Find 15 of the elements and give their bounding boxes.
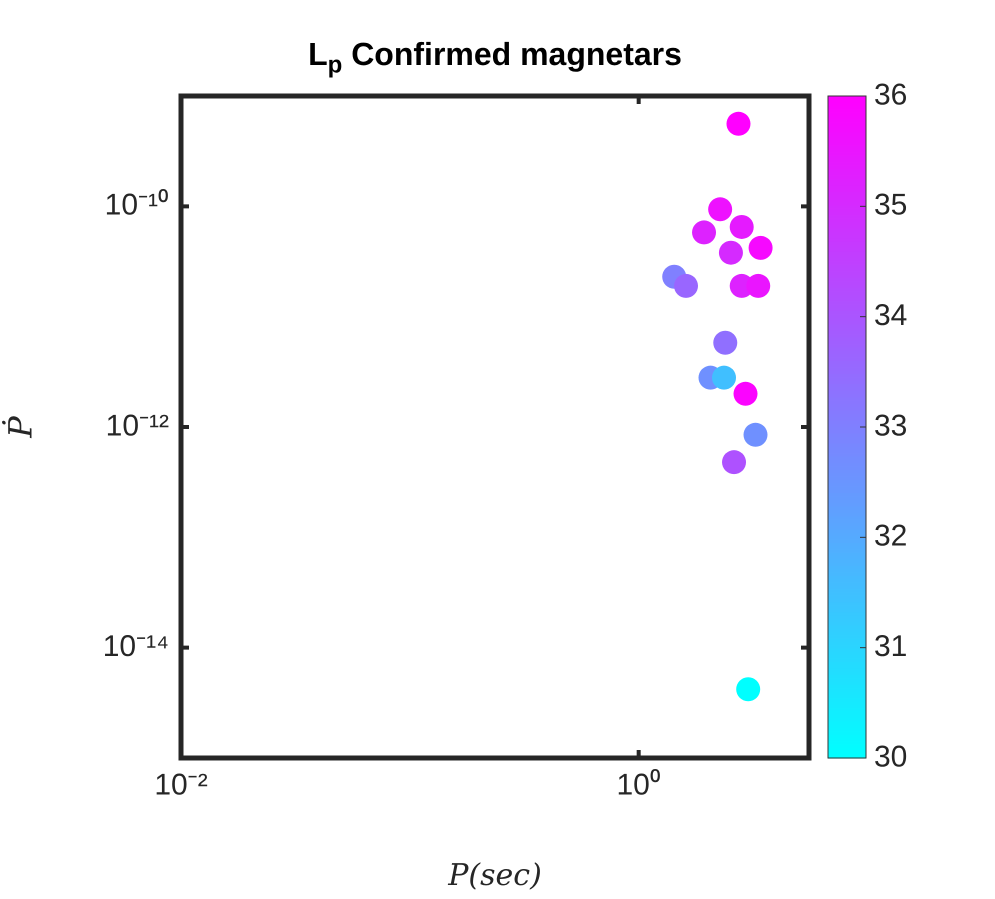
color-bar-label: 33 [874,409,908,442]
x-tick-label: 10⁻² [154,768,208,802]
color-bar-label: 32 [874,520,908,553]
color-bar-label: 36 [874,78,908,112]
color-bar-label: 35 [874,188,908,222]
color-bar-label: 30 [874,740,908,774]
color-bar-label: 31 [874,630,908,663]
x-axis-title: P(sec) [447,858,542,893]
y-tick-label: 10⁻¹⁴ [102,630,169,663]
y-axis-title: Ṗ [2,416,40,439]
chart-title: L$_{p}$ Confirmed magnetars [307,36,683,80]
color-bar-label: 34 [874,298,908,332]
x-tick-label: 10⁰ [616,768,661,802]
y-tick-label: 10⁻¹² [106,409,169,442]
y-tick-label: 10⁻¹⁰ [104,188,169,222]
